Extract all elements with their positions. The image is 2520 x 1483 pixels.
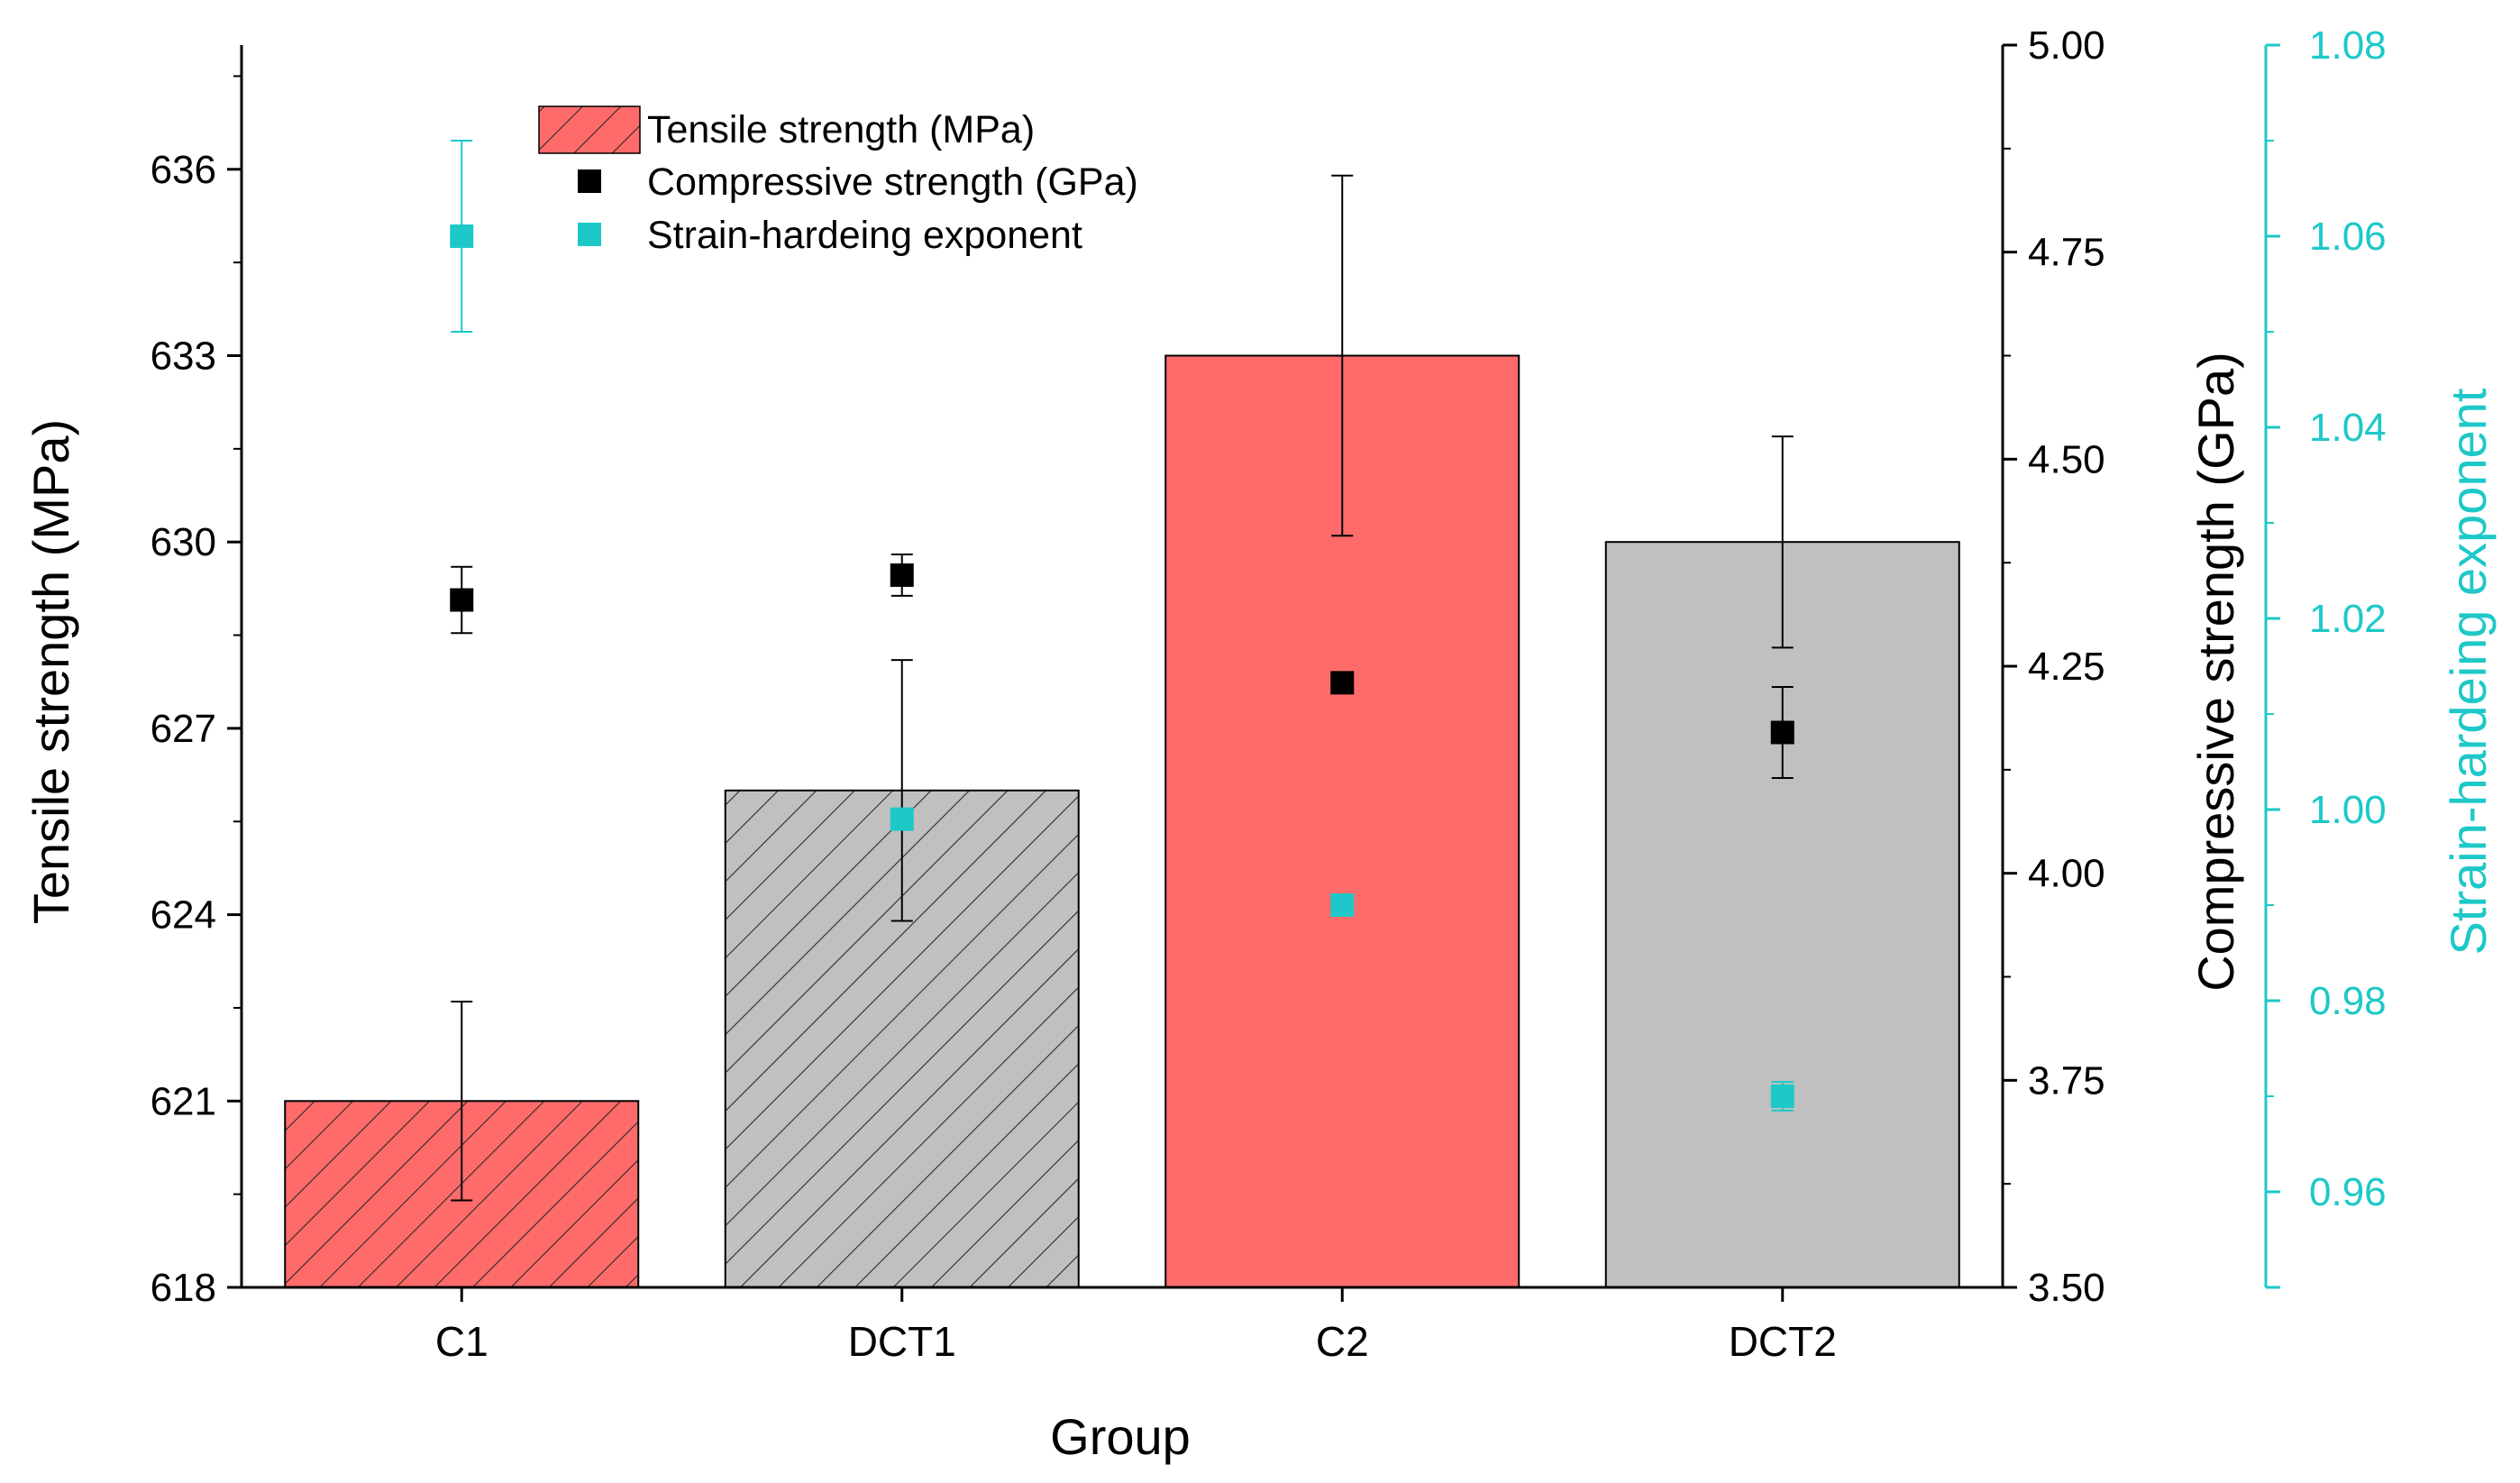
legend: Tensile strength (MPa) Compressive stren… (538, 105, 1138, 257)
legend-label-compressive: Compressive strength (GPa) (647, 160, 1138, 204)
y-axis-title-tensile: Tensile strength (MPa) (23, 419, 79, 924)
tensile-error-dct2 (1771, 435, 1794, 649)
x-tick-label-c2: C2 (1316, 1318, 1369, 1365)
tensile-tick-label: 627 (151, 707, 216, 751)
compressive-point-dct2 (1770, 720, 1794, 745)
legend-swatch-strain (578, 223, 601, 246)
strain-tick-label: 1.02 (2309, 597, 2387, 641)
x-axis-title: Group (1050, 1408, 1191, 1465)
compressive-tick-label: 5.00 (2028, 23, 2105, 68)
y-axis-title-strain: Strain-hardeing exponent (2440, 388, 2497, 955)
tensile-tick-label: 630 (151, 520, 216, 564)
compressive-point-dct1 (890, 563, 914, 587)
compressive-tick-label: 4.75 (2028, 231, 2105, 275)
compressive-tick-label: 4.50 (2028, 437, 2105, 481)
x-tick-label-dct2: DCT2 (1729, 1318, 1837, 1365)
strain-point-c2 (1330, 893, 1355, 917)
tensile-tick-label: 618 (151, 1266, 216, 1310)
tensile-tick-label: 621 (151, 1079, 216, 1123)
strain-point-c1 (450, 224, 474, 248)
tensile-tick-label: 633 (151, 334, 216, 379)
y-axis-title-compressive: Compressive strength (GPa) (2187, 352, 2244, 992)
legend-swatch-tensile (538, 105, 641, 154)
tensile-tick-label: 636 (151, 148, 216, 192)
strain-tick-label: 0.98 (2309, 979, 2387, 1023)
error-bars-layer (451, 140, 1794, 1202)
compressive-tick-label: 4.00 (2028, 852, 2105, 896)
points-layer (450, 224, 1794, 1108)
compressive-tick-label: 3.75 (2028, 1058, 2105, 1103)
strain-tick-label: 0.96 (2309, 1170, 2387, 1214)
bar-dct2 (1604, 541, 1960, 1288)
tensile-error-c1 (451, 1001, 473, 1202)
strain-tick-label: 1.08 (2309, 23, 2387, 68)
tensile-error-dct1 (890, 659, 913, 922)
axes-layer: 618 621 624 627 630 633 636 3.50 3.75 4.00 4.25 4.5… (151, 23, 2387, 1365)
legend-swatch-compressive (578, 169, 601, 193)
strain-tick-label: 1.04 (2309, 406, 2387, 450)
bars-layer (284, 354, 1960, 1289)
compressive-point-c2 (1330, 671, 1355, 695)
compressive-tick-label: 4.25 (2028, 645, 2105, 689)
strain-point-dct2 (1770, 1085, 1794, 1108)
compressive-tick-label: 3.50 (2028, 1266, 2105, 1310)
x-tick-label-dct1: DCT1 (848, 1318, 956, 1365)
strain-tick-label: 1.06 (2309, 215, 2387, 259)
tensile-error-c2 (1331, 174, 1354, 537)
legend-label-strain: Strain-hardeing exponent (647, 214, 1082, 257)
strain-point-dct1 (890, 807, 914, 831)
legend-label-tensile: Tensile strength (MPa) (647, 108, 1035, 151)
strain-tick-label: 1.00 (2309, 788, 2387, 832)
tensile-tick-label: 624 (151, 893, 216, 938)
compressive-point-c1 (450, 588, 474, 612)
x-tick-label-c1: C1 (435, 1318, 488, 1365)
